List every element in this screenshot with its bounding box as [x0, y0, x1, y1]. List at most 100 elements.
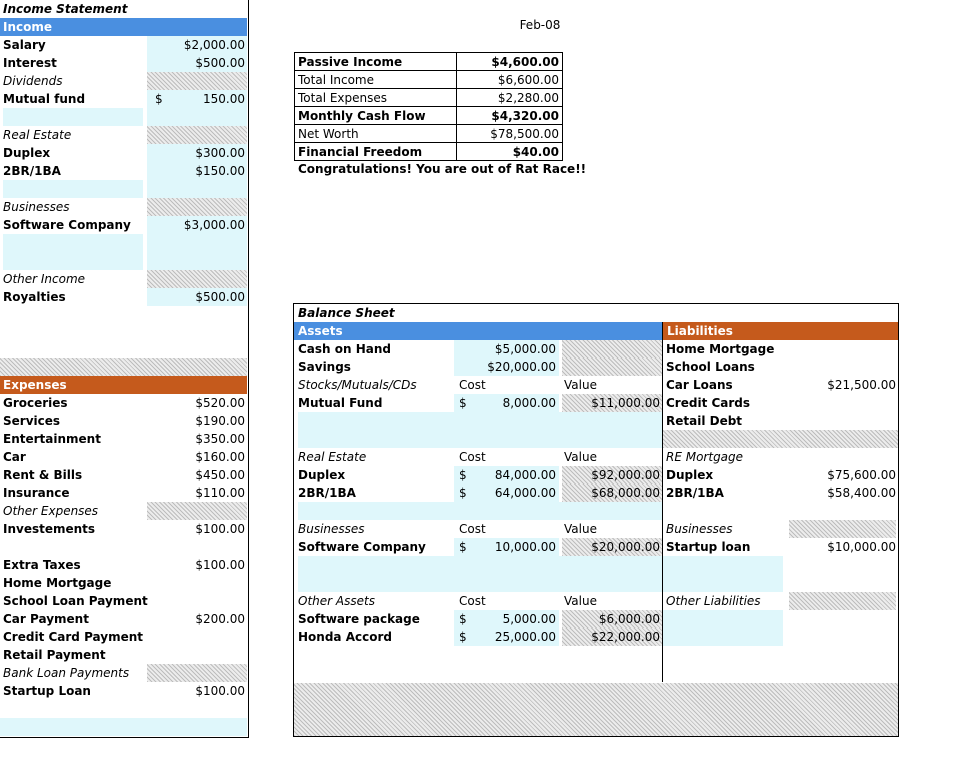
income-row-value: [160, 234, 245, 252]
balance-sheet-frame: [293, 303, 899, 737]
asset-cost: [479, 430, 556, 448]
expense-row-label: Home Mortgage: [3, 576, 112, 590]
asset-row-fill: [298, 502, 662, 520]
asset-value: Value: [564, 522, 597, 536]
expense-row-value: $100.00: [195, 684, 245, 698]
liability-value: $75,600.00: [827, 468, 896, 482]
liability-value-hatch: [789, 592, 896, 610]
income-row-value: [160, 108, 245, 126]
asset-value: [564, 574, 660, 592]
income-row-label: [3, 252, 143, 270]
liability-label: Duplex: [666, 468, 714, 482]
income-row-cell-bg: [147, 36, 247, 54]
balance-sheet-footer-hatch: [294, 683, 898, 736]
asset-value-hatch: [562, 358, 662, 376]
income-row-label: Businesses: [3, 200, 70, 214]
expense-row: Home Mortgage: [0, 574, 247, 592]
summary-label: Total Income: [294, 70, 457, 89]
balance-sheet-row: Stocks/Mutuals/CDs Cost Value Car Loans $21,…: [294, 376, 898, 394]
asset-value: Value: [564, 594, 597, 608]
income-row-label: Royalties: [3, 290, 66, 304]
asset-cost: [479, 592, 556, 610]
expense-row-label: Car Payment: [3, 612, 89, 626]
asset-value-hatch: [562, 466, 662, 484]
expense-row: Bank Loan Payments: [0, 664, 247, 682]
liability-value: [794, 358, 896, 376]
asset-cost: 5,000.00: [502, 612, 556, 626]
balance-sheet-row: Software Company $10,000.00 $20,000.00 Star…: [294, 538, 898, 556]
asset-label: Mutual Fund: [298, 396, 383, 410]
expense-row-label: Entertainment: [3, 432, 101, 446]
expense-row: Startup Loan $100.00: [0, 682, 247, 700]
expense-row: Car $160.00: [0, 448, 247, 466]
expense-row-label: Services: [3, 414, 61, 428]
expense-row-label: Groceries: [3, 396, 68, 410]
liability-value: [794, 502, 896, 520]
expense-row-value: $350.00: [195, 432, 245, 446]
asset-cost: [479, 556, 556, 574]
balance-sheet-title: Balance Sheet: [298, 306, 395, 320]
balance-sheet-row: Businesses Cost Value Businesses: [294, 520, 898, 538]
liability-value: [794, 556, 896, 574]
income-statement-title: Income Statement: [3, 2, 128, 16]
expense-row: [0, 538, 247, 556]
balance-sheet-row: Honda Accord $25,000.00 $22,000.00: [294, 628, 898, 646]
asset-label: Honda Accord: [298, 630, 392, 644]
income-row-label: Duplex: [3, 146, 51, 160]
asset-label: Other Assets: [298, 594, 375, 608]
summary-value: $2,280.00: [456, 88, 563, 107]
liability-label: Credit Cards: [666, 396, 751, 410]
asset-cost-fill: [454, 394, 559, 412]
expense-row-label: School Loan Payment: [3, 594, 148, 608]
asset-value: [564, 556, 660, 574]
asset-label: Software package: [298, 612, 420, 626]
summary-row: Passive Income $4,600.00: [294, 52, 563, 71]
income-row-label: [3, 180, 143, 198]
asset-cost: 25,000.00: [494, 630, 556, 644]
income-row-cell-bg: [147, 90, 247, 108]
income-row-label: [3, 234, 143, 252]
income-row-value: [160, 270, 245, 288]
summary-value: $4,600.00: [456, 52, 563, 71]
balance-sheet-row: Savings $20,000.00 School Loans: [294, 358, 898, 376]
asset-cost-fill: [454, 340, 559, 358]
asset-value: [564, 430, 660, 448]
expense-row-value: [150, 502, 245, 520]
asset-cost-fill: [454, 484, 559, 502]
asset-row-fill: [298, 556, 662, 574]
income-row: Dividends: [0, 72, 247, 90]
income-row: Other Income: [0, 270, 247, 288]
summary-label: Passive Income: [294, 52, 457, 71]
income-row: 2BR/1BA $150.00: [0, 162, 247, 180]
date-label: Feb-08: [519, 18, 561, 32]
expense-row-value: $200.00: [195, 612, 245, 626]
liability-label: 2BR/1BA: [666, 486, 724, 500]
liability-label: Startup loan: [666, 540, 751, 554]
balance-sheet-row: Real Estate Cost Value RE Mortgage: [294, 448, 898, 466]
summary-row: Total Income $6,600.00: [294, 70, 563, 89]
expense-row-value: [150, 628, 245, 646]
asset-value: [564, 340, 660, 358]
asset-value: Value: [564, 378, 597, 392]
liability-value: [794, 610, 896, 628]
asset-label: [298, 412, 453, 430]
liability-label: RE Mortgage: [666, 450, 744, 464]
summary-value: $4,320.00: [456, 106, 563, 125]
liability-label: School Loans: [666, 360, 755, 374]
asset-value-hatch: [562, 484, 662, 502]
asset-value: $20,000.00: [591, 540, 660, 554]
income-row-cell-bg: [147, 72, 247, 90]
summary-value: $78,500.00: [456, 124, 563, 143]
income-row-label: Other Income: [3, 272, 86, 286]
income-row: Duplex $300.00: [0, 144, 247, 162]
income-row-cell-bg: [147, 54, 247, 72]
asset-cost: [479, 574, 556, 592]
income-row-dollar: $: [155, 92, 163, 106]
asset-cost: 10,000.00: [494, 540, 556, 554]
asset-label: [298, 556, 453, 574]
asset-value: [564, 358, 660, 376]
expense-row-value: [150, 664, 245, 682]
liability-row-fill: [663, 574, 783, 592]
income-row: Royalties $500.00: [0, 288, 247, 306]
asset-value-hatch: [562, 628, 662, 646]
